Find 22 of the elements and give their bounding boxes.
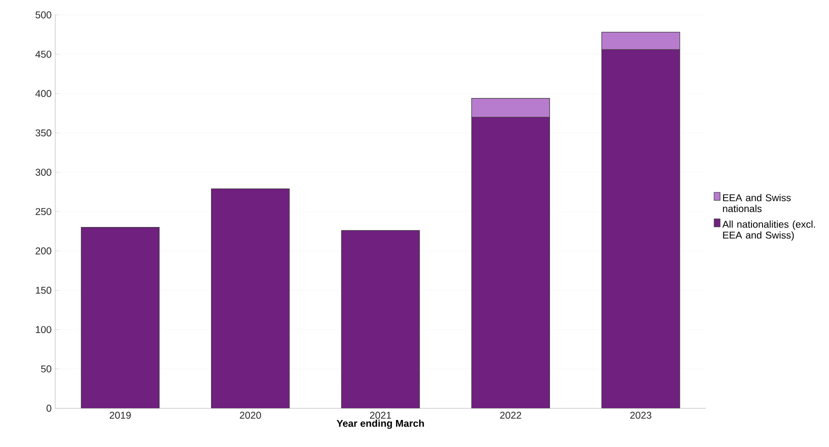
y-tick-label: 0 — [46, 404, 52, 412]
legend-label: EEA and Swiss nationals — [723, 194, 791, 212]
y-tick-label: 250 — [36, 208, 52, 216]
y-tick-label: 200 — [36, 247, 52, 254]
x-tick-label: 2020 — [240, 412, 261, 419]
y-tick-label: 50 — [41, 365, 52, 372]
bar — [211, 188, 290, 408]
y-tick-label: 300 — [36, 168, 52, 176]
x-axis-title: Year ending March — [336, 420, 424, 429]
x-tick-label: 2023 — [630, 412, 652, 419]
bar — [80, 227, 160, 408]
x-tick-label: 2019 — [110, 412, 131, 419]
y-tick-label: 100 — [36, 326, 52, 334]
y-tick-label: 450 — [35, 50, 52, 58]
y-tick-label: 500 — [36, 11, 52, 18]
bar — [341, 230, 420, 408]
y-tick-label: 350 — [36, 129, 52, 136]
legend-label: All nationalities (excl. EEA and Swiss) — [722, 220, 815, 241]
y-tick-label: 400 — [35, 90, 52, 98]
x-tick-label: 2021 — [370, 412, 392, 419]
y-tick-label: 150 — [36, 286, 52, 294]
x-tick-label: 2022 — [500, 412, 522, 419]
